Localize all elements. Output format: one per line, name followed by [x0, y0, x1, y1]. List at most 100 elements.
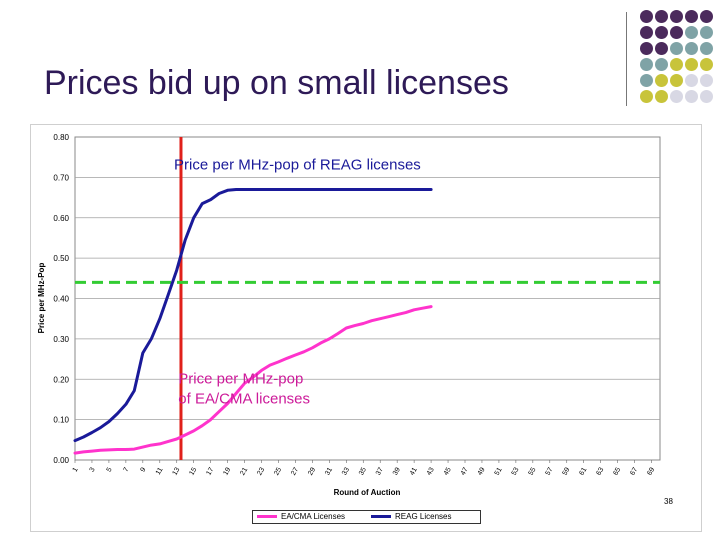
chart-legend: EA/CMA Licenses REAG Licenses: [252, 510, 481, 524]
decorative-dot: [670, 74, 683, 87]
x-tick-label: 31: [324, 466, 334, 476]
x-tick-label: 23: [256, 466, 266, 476]
decorative-dot: [640, 26, 653, 39]
decorative-dot: [640, 58, 653, 71]
decorative-dot: [685, 74, 698, 87]
x-tick-label: 33: [341, 466, 351, 476]
page-number: 38: [664, 497, 673, 506]
decorative-dot: [655, 58, 668, 71]
annotations: Price per MHz-pop of REAG licenses Price …: [174, 156, 421, 407]
x-tick-label: 43: [426, 466, 436, 476]
slide-title: Prices bid up on small licenses: [44, 64, 509, 102]
legend-swatch-ea-cma: [257, 515, 277, 519]
decorative-dot: [670, 42, 683, 55]
decorative-dot: [670, 58, 683, 71]
legend-label-ea-cma: EA/CMA Licenses: [281, 512, 346, 521]
decorative-dot: [640, 90, 653, 103]
x-tick-label: 49: [477, 466, 487, 476]
y-tick-label: 0.70: [53, 173, 69, 182]
decorative-dot: [670, 26, 683, 39]
x-tick-label: 15: [188, 466, 198, 476]
x-tick-label: 25: [273, 466, 283, 476]
y-tick-label: 0.40: [53, 295, 69, 304]
legend-item-ea-cma: EA/CMA Licenses: [257, 512, 345, 522]
legend-item-reag: REAG Licenses: [371, 512, 451, 522]
x-axis-label: Round of Auction: [334, 488, 401, 497]
x-tick-label: 9: [140, 466, 148, 473]
y-tick-label: 0.10: [53, 416, 69, 425]
decorative-dot: [655, 10, 668, 23]
x-tick-label: 5: [106, 466, 114, 473]
x-tick-label: 19: [222, 466, 232, 476]
gridlines: [75, 176, 660, 421]
decorative-dot: [640, 74, 653, 87]
decorative-dot: [640, 42, 653, 55]
x-tick-label: 39: [392, 466, 402, 476]
chart-frame: [30, 124, 702, 532]
decorative-dot: [700, 58, 713, 71]
x-tick-label: 57: [545, 466, 555, 476]
title-divider: [626, 12, 627, 106]
decorative-dot: [700, 90, 713, 103]
decorative-dot-grid: [640, 10, 716, 114]
decorative-dot: [700, 10, 713, 23]
x-tick-label: 63: [595, 466, 605, 476]
series-lines: [73, 188, 433, 455]
x-tick-label: 41: [409, 466, 419, 476]
decorative-dot: [700, 42, 713, 55]
chart-annotation: Price per MHz-pop: [178, 370, 303, 387]
decorative-dot: [670, 10, 683, 23]
x-tick-label: 69: [646, 466, 656, 476]
x-tick-label: 55: [528, 466, 538, 476]
x-tick-label: 29: [307, 466, 317, 476]
x-tick-label: 51: [494, 466, 504, 476]
x-tick-label: 1: [72, 466, 80, 473]
decorative-dot: [655, 26, 668, 39]
y-tick-labels: 0.00 0.10 0.20 0.30 0.40 0.50 0.60 0.70 0.80: [53, 133, 69, 465]
y-tick-label: 0.00: [53, 456, 69, 465]
x-tick-label: 17: [205, 466, 215, 476]
x-tick-label: 7: [123, 466, 131, 473]
decorative-dot: [670, 90, 683, 103]
x-tick-label: 59: [562, 466, 572, 476]
y-tick-label: 0.50: [53, 254, 69, 263]
decorative-dot: [640, 10, 653, 23]
decorative-dot: [685, 42, 698, 55]
legend-label-reag: REAG Licenses: [395, 512, 452, 521]
x-tick-label: 27: [290, 466, 300, 476]
decorative-dot: [685, 26, 698, 39]
y-tick-label: 0.30: [53, 335, 69, 344]
x-tick-label: 35: [358, 466, 368, 476]
x-tick-labels: 1 3 5 7 9 11 13 15 17 19 21 23 25 27 29 31 33 35 37 39 41 43 4…: [72, 460, 656, 477]
decorative-dot: [655, 42, 668, 55]
x-tick-label: 3: [89, 466, 97, 473]
decorative-dot: [685, 58, 698, 71]
decorative-dot: [685, 90, 698, 103]
series-line-reag: [73, 188, 433, 443]
x-tick-label: 47: [460, 466, 470, 476]
reference-lines: [75, 137, 660, 460]
x-tick-label: 45: [443, 466, 453, 476]
decorative-dot: [655, 74, 668, 87]
x-tick-label: 67: [629, 466, 639, 476]
x-tick-label: 53: [511, 466, 521, 476]
decorative-dot: [685, 10, 698, 23]
x-tick-label: 37: [375, 466, 385, 476]
chart-annotation: Price per MHz-pop of REAG licenses: [174, 156, 421, 173]
y-tick-label: 0.80: [53, 133, 69, 142]
x-tick-label: 21: [239, 466, 249, 476]
x-tick-label: 61: [578, 466, 588, 476]
legend-swatch-reag: [371, 515, 391, 519]
chart-annotation: of EA/CMA licenses: [178, 390, 310, 407]
decorative-dot: [700, 26, 713, 39]
decorative-dot: [700, 74, 713, 87]
x-tick-label: 11: [155, 466, 165, 476]
series-line-ea-cma: [73, 305, 433, 455]
x-tick-label: 65: [612, 466, 622, 476]
y-tick-label: 0.20: [53, 375, 69, 384]
y-tick-label: 0.60: [53, 214, 69, 223]
x-tick-label: 13: [172, 466, 182, 476]
y-axis-label: Price per MHz-Pop: [37, 263, 46, 334]
decorative-dot: [655, 90, 668, 103]
